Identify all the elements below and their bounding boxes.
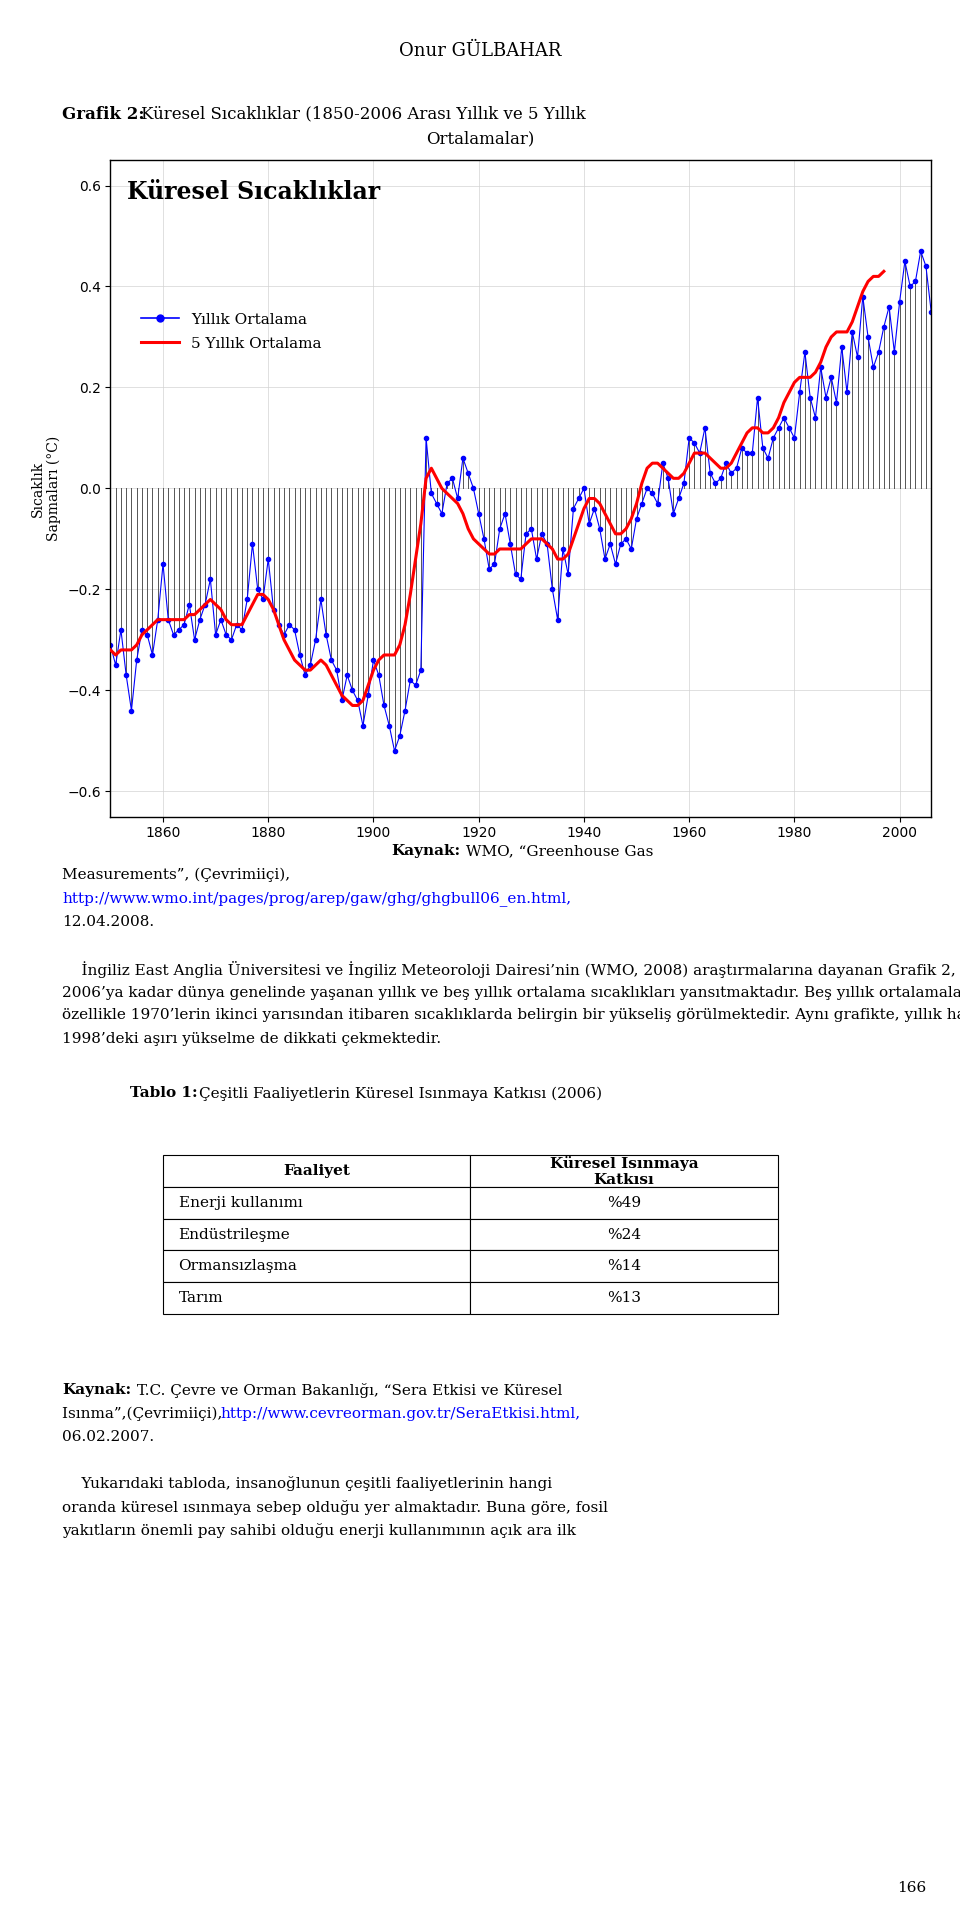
5 Yıllık Ortalama <box>478 537 490 560</box>
Yıllık Ortalama <box>678 471 689 494</box>
Text: http://www.wmo.int/pages/prog/arep/gaw/ghg/ghgbull06_en.html,: http://www.wmo.int/pages/prog/arep/gaw/g… <box>62 892 571 907</box>
5 Yıllık Ortalama <box>157 608 169 631</box>
Line: 5 Yıllık Ortalama: 5 Yıllık Ortalama <box>110 272 884 706</box>
5 Yıllık Ortalama <box>878 261 890 284</box>
Y-axis label: Sıcaklık
Sapmaları (°C): Sıcaklık Sapmaları (°C) <box>31 436 61 540</box>
Yıllık Ortalama <box>410 674 421 697</box>
Text: 06.02.2007.: 06.02.2007. <box>62 1430 155 1444</box>
Text: T.C. Çevre ve Orman Bakanlığı, “Sera Etkisi ve Küresel: T.C. Çevre ve Orman Bakanlığı, “Sera Etk… <box>132 1384 562 1397</box>
Line: Yıllık Ortalama: Yıllık Ortalama <box>108 208 939 753</box>
Text: 1998’deki aşırı yükselme de dikkati çekmektedir.: 1998’deki aşırı yükselme de dikkati çekm… <box>62 1033 442 1046</box>
Text: Kaynak:: Kaynak: <box>392 843 461 859</box>
Text: Küresel Sıcaklıklar: Küresel Sıcaklıklar <box>127 179 380 205</box>
Text: Yukarıdaki tabloda, insanoğlunun çeşitli faaliyetlerinin hangi: Yukarıdaki tabloda, insanoğlunun çeşitli… <box>62 1476 553 1492</box>
Text: İngiliz East Anglia Üniversitesi ve İngiliz Meteoroloji Dairesi’nin (WMO, 2008) : İngiliz East Anglia Üniversitesi ve İngi… <box>62 961 960 979</box>
Text: özellikle 1970’lerin ikinci yarısından itibaren sıcaklıklarda belirgin bir yükse: özellikle 1970’lerin ikinci yarısından i… <box>62 1007 960 1023</box>
Text: Measurements”, (Çevrimiiçi),: Measurements”, (Çevrimiiçi), <box>62 868 291 882</box>
Text: Kaynak:: Kaynak: <box>62 1384 132 1397</box>
Yıllık Ortalama <box>930 199 942 222</box>
Yıllık Ortalama <box>389 739 400 762</box>
Text: Ortalamalar): Ortalamalar) <box>426 131 534 149</box>
Legend: Yıllık Ortalama, 5 Yıllık Ortalama: Yıllık Ortalama, 5 Yıllık Ortalama <box>134 305 327 357</box>
Yıllık Ortalama <box>105 633 116 656</box>
5 Yıllık Ortalama <box>584 486 595 510</box>
Text: oranda küresel ısınmaya sebep olduğu yer almaktadır. Buna göre, fosil: oranda küresel ısınmaya sebep olduğu yer… <box>62 1500 609 1515</box>
Yıllık Ortalama <box>873 340 884 363</box>
Text: 166: 166 <box>898 1882 926 1895</box>
5 Yıllık Ortalama <box>657 457 668 481</box>
Text: WMO, “Greenhouse Gas: WMO, “Greenhouse Gas <box>461 843 653 859</box>
5 Yıllık Ortalama <box>105 639 116 662</box>
Text: 2006’ya kadar dünya genelinde yaşanan yıllık ve beş yıllık ortalama sıcaklıkları: 2006’ya kadar dünya genelinde yaşanan yı… <box>62 984 960 1000</box>
Text: Tablo 1:: Tablo 1: <box>130 1087 197 1100</box>
Text: yakıtların önemli pay sahibi olduğu enerji kullanımının açık ara ilk: yakıtların önemli pay sahibi olduğu ener… <box>62 1523 576 1538</box>
Text: Isınma”,(Çevrimiiçi),: Isınma”,(Çevrimiiçi), <box>62 1407 242 1420</box>
Text: Grafik 2:: Grafik 2: <box>62 106 145 124</box>
Text: Onur GÜLBAHAR: Onur GÜLBAHAR <box>398 42 562 60</box>
5 Yıllık Ortalama <box>252 583 263 606</box>
Text: Çeşitli Faaliyetlerin Küresel Isınmaya Katkısı (2006): Çeşitli Faaliyetlerin Küresel Isınmaya K… <box>199 1087 602 1100</box>
Yıllık Ortalama <box>247 533 258 556</box>
Yıllık Ortalama <box>189 629 201 652</box>
Text: http://www.cevreorman.gov.tr/SeraEtkisi.html,: http://www.cevreorman.gov.tr/SeraEtkisi.… <box>221 1407 581 1420</box>
Text: Küresel Sıcaklıklar (1850-2006 Arası Yıllık ve 5 Yıllık: Küresel Sıcaklıklar (1850-2006 Arası Yıl… <box>141 106 586 124</box>
5 Yıllık Ortalama <box>494 537 506 560</box>
Yıllık Ortalama <box>557 537 568 560</box>
Text: 12.04.2008.: 12.04.2008. <box>62 915 155 928</box>
5 Yıllık Ortalama <box>347 695 358 718</box>
